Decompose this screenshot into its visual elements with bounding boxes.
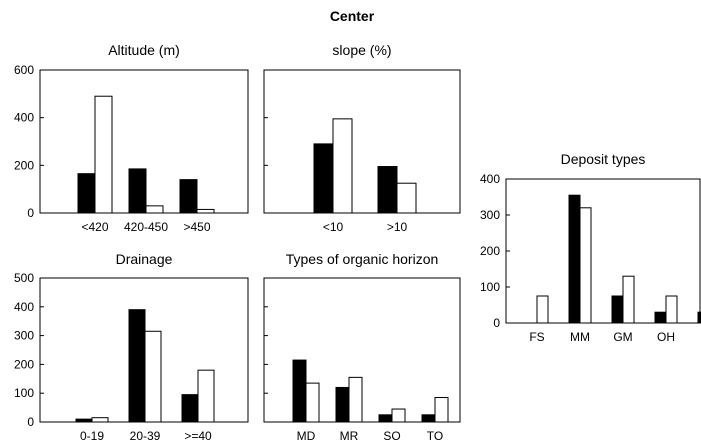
bar-open (665, 295, 678, 324)
plot-frame (263, 69, 461, 214)
bar-filled (77, 173, 96, 214)
x-category-label: FS (529, 330, 544, 344)
panel-title: Types of organic horizon (286, 251, 439, 267)
y-tick-label: 400 (480, 172, 500, 186)
panel-title: Deposit types (561, 151, 646, 167)
x-category-label: SO (383, 429, 400, 443)
bar-filled (421, 414, 436, 423)
bar-filled (335, 386, 350, 423)
figure-title: Center (330, 8, 375, 24)
bar-open (145, 205, 164, 214)
bar-filled (128, 309, 146, 423)
bar-open (144, 330, 162, 423)
panels: Altitude (m) 0 200 400 600 <420 420-450 >450 slo… (14, 42, 701, 443)
bar-filled (179, 179, 198, 214)
y-tick-label: 0 (493, 316, 500, 330)
x-category-label: >=40 (184, 429, 212, 443)
bar-filled (75, 418, 93, 423)
bar-open (332, 118, 353, 214)
chart-panel-1: Altitude (m) 0 200 400 600 <420 420-450 >450 (14, 42, 249, 234)
y-tick-label: 300 (14, 329, 34, 343)
bar-filled (654, 311, 667, 324)
bar-filled (377, 166, 398, 214)
x-category-label: GM (613, 330, 632, 344)
bar-filled (378, 414, 393, 423)
y-tick-label: 300 (480, 208, 500, 222)
bar-filled (181, 394, 199, 423)
y-tick-label: 100 (14, 386, 34, 400)
bar-open (434, 397, 449, 423)
y-tick-label: 100 (480, 280, 500, 294)
bar-open (94, 95, 113, 214)
bar-open (536, 295, 549, 324)
bar-open (196, 208, 215, 214)
panel-title: slope (%) (332, 42, 391, 58)
x-category-label: <10 (323, 220, 344, 234)
x-category-label: 420-450 (124, 220, 168, 234)
bar-filled (292, 359, 307, 423)
bar-filled (697, 311, 701, 324)
y-tick-label: 200 (14, 158, 34, 172)
bar-open (396, 182, 417, 214)
bar-open (91, 417, 109, 423)
bar-filled (568, 194, 581, 324)
y-tick-label: 0 (27, 415, 34, 429)
y-tick-label: 600 (14, 63, 34, 77)
x-category-label: 0-19 (80, 429, 104, 443)
bar-filled (313, 143, 334, 214)
x-category-label: OH (657, 330, 675, 344)
bar-open (197, 369, 215, 423)
y-tick-label: 400 (14, 111, 34, 125)
x-category-label: MR (340, 429, 359, 443)
x-category-label: MD (297, 429, 316, 443)
x-category-label: >10 (387, 220, 408, 234)
x-category-label: 20-39 (130, 429, 161, 443)
x-category-label: <420 (81, 220, 108, 234)
bar-open (622, 275, 635, 324)
bar-filled (611, 295, 624, 324)
chart-panel-4: Types of organic horizon MD MR SO TO (263, 251, 461, 443)
x-category-label: MM (570, 330, 590, 344)
chart-panel-3: Drainage 0 100 200 300 400 500 0-19 20-39 >=40 (14, 251, 249, 443)
bar-open (579, 207, 592, 324)
panel-title: Altitude (m) (108, 42, 180, 58)
x-category-label: TO (427, 429, 443, 443)
bar-open (348, 376, 363, 423)
chart-panel-5: Deposit types0100200300400FSMMGMOHR (480, 151, 701, 344)
y-tick-label: 0 (27, 206, 34, 220)
y-tick-label: 500 (14, 271, 34, 285)
x-category-label: >450 (183, 220, 210, 234)
chart-panel-2: slope (%) <10 >10 (263, 42, 461, 234)
bar-open (391, 408, 406, 423)
y-tick-label: 200 (14, 357, 34, 371)
y-tick-label: 400 (14, 300, 34, 314)
panel-title: Drainage (116, 251, 173, 267)
bar-open (305, 382, 320, 423)
y-tick-label: 200 (480, 244, 500, 258)
bar-filled (128, 168, 147, 214)
